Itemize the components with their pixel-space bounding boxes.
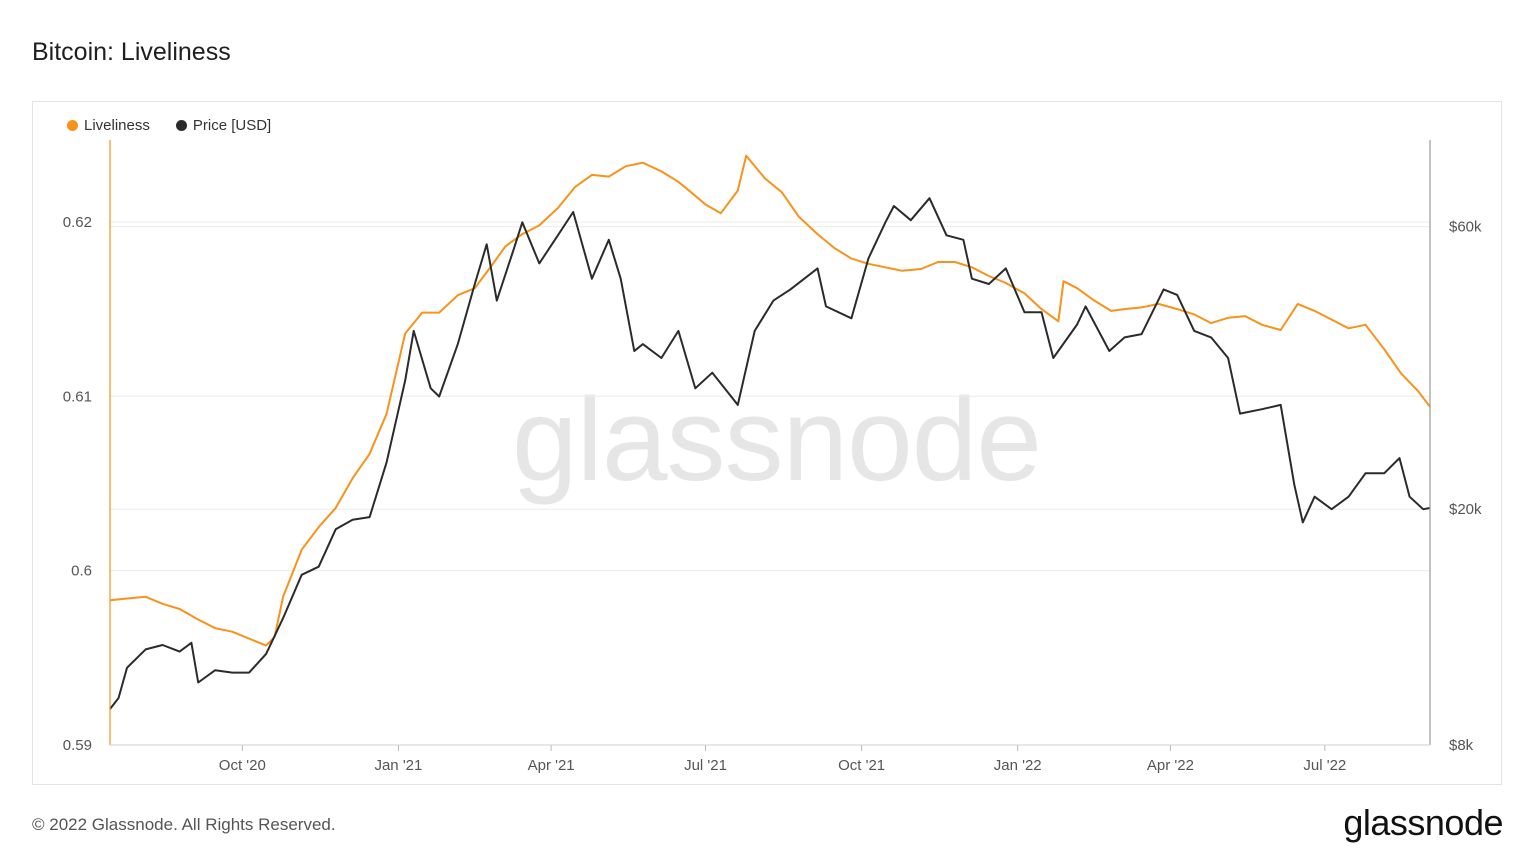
y-left-tick-label: 0.59 (63, 737, 92, 754)
y-right-tick-label: $20k (1449, 501, 1482, 518)
chart-axes (109, 140, 1431, 746)
series-line-price (109, 197, 1431, 710)
y-axis-right: $8k $20k $60k (1449, 219, 1482, 754)
x-tick-label: Oct '21 (838, 757, 885, 774)
x-tick-label: Apr '21 (528, 757, 575, 774)
y-left-tick-label: 0.62 (63, 214, 92, 231)
y-right-tick-label: $60k (1449, 219, 1482, 236)
series-line-liveliness (109, 154, 1431, 647)
page-title: Bitcoin: Liveliness (32, 38, 231, 66)
glassnode-logo[interactable]: glassnode (1343, 802, 1503, 843)
x-tick-label: Jul '22 (1303, 757, 1346, 774)
y-left-tick-label: 0.6 (71, 563, 92, 580)
x-tick-label: Apr '22 (1147, 757, 1194, 774)
x-tick-label: Oct '20 (219, 757, 266, 774)
chart-card (32, 101, 1502, 785)
legend-dot-price (175, 120, 187, 131)
legend: Liveliness Price [USD] (67, 117, 271, 134)
x-tick-label: Jul '21 (684, 757, 727, 774)
legend-dot-liveliness (67, 120, 78, 131)
x-axis-ticks: Oct '20 Jan '21 Apr '21 Jul '21 Oct '21 Jan '… (219, 745, 1346, 774)
legend-item-liveliness[interactable]: Liveliness (67, 117, 150, 134)
y-right-tick-label: $8k (1449, 737, 1474, 754)
series-lines (109, 154, 1431, 710)
legend-item-price[interactable]: Price [USD] (175, 117, 272, 134)
x-tick-label: Jan '21 (374, 757, 422, 774)
legend-label-price: Price [USD] (192, 117, 272, 134)
copyright-text: © 2022 Glassnode. All Rights Reserved. (32, 815, 336, 834)
y-axis-left: 0.59 0.6 0.61 0.62 (63, 214, 92, 754)
chart-grid (110, 221, 1430, 746)
y-left-tick-label: 0.61 (63, 388, 92, 405)
legend-label-liveliness: Liveliness (84, 117, 150, 134)
x-tick-label: Jan '22 (994, 757, 1042, 774)
